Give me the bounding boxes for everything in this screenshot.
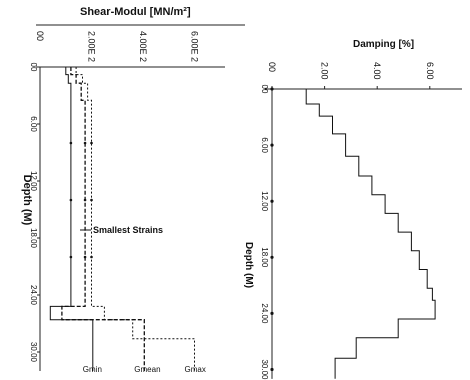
y-tick-label: 6.00 <box>260 137 269 153</box>
data-point <box>90 141 93 145</box>
y-tick-label: 12.00 <box>29 171 38 192</box>
x-tick-label: 00 <box>35 31 45 41</box>
y-tick-dot <box>270 143 274 147</box>
y-tick-label: 24.00 <box>260 303 269 324</box>
y-tick-label: 12.00 <box>260 191 269 212</box>
y-tick-label: 18.00 <box>260 247 269 268</box>
series-line-gmean <box>61 67 145 371</box>
data-point <box>69 255 73 259</box>
y-tick-label: 24.00 <box>29 285 38 306</box>
x-tick-label: 6.00E 2 <box>190 31 200 62</box>
y-tick-label: 6.00 <box>29 116 38 132</box>
damping-marks: 00 2.00 4.00 6.00 00 6.00 12.00 18.00 24.00 30.00 <box>260 62 462 380</box>
x-tick-label: 6.00 <box>425 62 435 80</box>
smallest-strains-annotation: Smallest Strains <box>93 225 163 235</box>
series-line-gmax <box>75 67 195 371</box>
y-tick-label: 00 <box>29 63 38 72</box>
y-tick-label: 00 <box>260 85 269 94</box>
data-point <box>69 141 73 145</box>
curve-label-gmin: Gmin <box>83 365 102 374</box>
curve-label-gmax: Gmax <box>185 365 206 374</box>
y-tick-dot <box>270 311 274 315</box>
y-tick-label: 30.00 <box>260 359 269 380</box>
data-point <box>83 141 87 145</box>
data-point <box>69 198 73 202</box>
series-line-gmin <box>49 67 94 371</box>
curve-label-gmean: Gmean <box>134 365 160 374</box>
x-tick-label: 4.00 <box>372 62 382 80</box>
x-tick-label: 2.00E 2 <box>87 31 97 62</box>
y-tick-dot <box>270 255 274 259</box>
shear-modulus-title: Shear-Modul [MN/m²] <box>80 6 191 18</box>
series-line-damping <box>305 89 436 379</box>
data-point <box>83 255 87 259</box>
right-depth-axis-label: Depth (M) <box>243 242 254 288</box>
x-tick-label: 2.00 <box>320 62 330 80</box>
data-point <box>83 198 87 202</box>
data-point <box>90 255 93 259</box>
y-tick-label: 18.00 <box>29 228 38 249</box>
x-tick-label: 4.00E 2 <box>138 31 148 62</box>
data-point <box>90 198 93 202</box>
damping-title: Damping [%] <box>353 39 414 50</box>
y-tick-label: 30.00 <box>29 342 38 363</box>
y-tick-dot <box>270 199 274 203</box>
y-tick-dot <box>270 367 274 372</box>
y-tick-dot <box>270 87 274 91</box>
x-tick-label: 00 <box>267 62 277 72</box>
left-depth-axis-label: Depth (M) <box>21 175 33 226</box>
shear-modulus-marks: 00 2.00E 2 4.00E 2 6.00E 2 00 6.00 12.00 18.00 2… <box>29 24 245 374</box>
